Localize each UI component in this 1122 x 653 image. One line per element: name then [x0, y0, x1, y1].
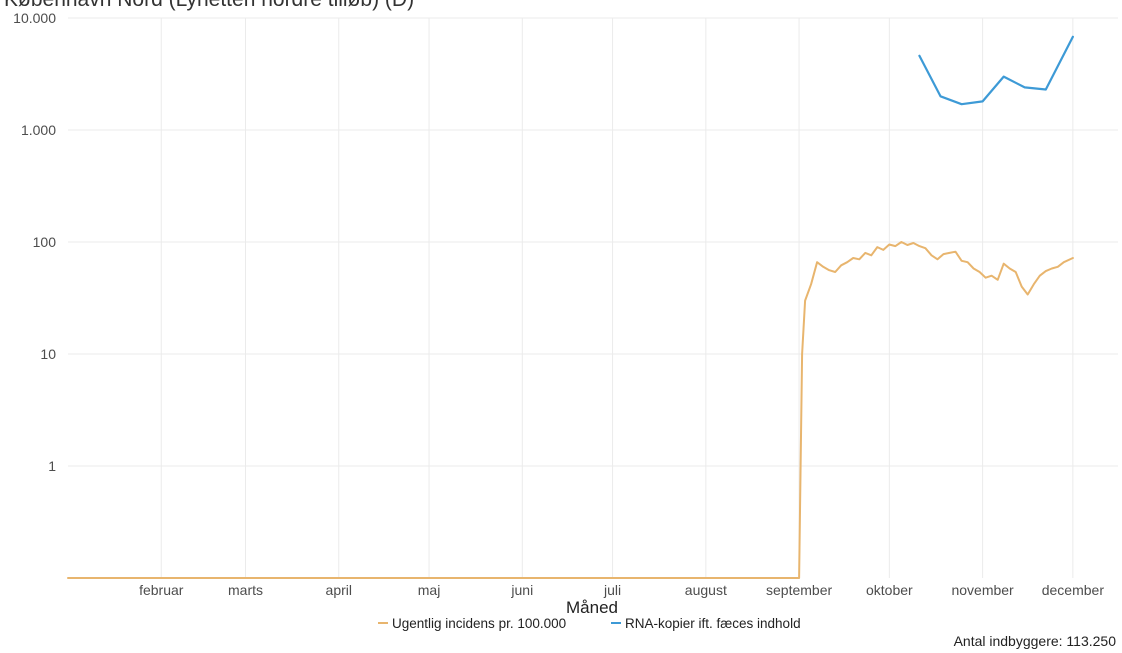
x-tick-label: april [326, 582, 352, 598]
x-tick-label: februar [139, 582, 184, 598]
y-tick-label: 100 [33, 234, 57, 250]
x-tick-label: juli [603, 582, 621, 598]
x-tick-label: september [766, 582, 832, 598]
y-tick-label: 1.000 [21, 122, 56, 138]
y-tick-label: 1 [48, 458, 56, 474]
y-tick-label: 10.000 [13, 10, 56, 26]
x-axis: februar marts april maj juni juli august septem… [139, 582, 1104, 598]
chart-title: København Nord (Lynetten nordre tilløb) … [4, 0, 414, 11]
legend-label: RNA-kopier ift. fæces indhold [625, 616, 801, 631]
y-tick-label: 10 [40, 346, 56, 362]
x-axis-title: Måned [566, 598, 618, 617]
x-tick-label: december [1042, 582, 1105, 598]
x-tick-label: marts [228, 582, 263, 598]
series-line-incidence [67, 241, 1074, 579]
x-tick-label: juni [510, 582, 533, 598]
caption: Antal indbyggere: 113.250 [954, 633, 1117, 649]
x-tick-label: maj [418, 582, 441, 598]
x-tick-label: oktober [866, 582, 913, 598]
legend: Ugentlig incidens pr. 100.000 RNA-kopier … [378, 616, 801, 631]
legend-label: Ugentlig incidens pr. 100.000 [392, 616, 566, 631]
series-layer [67, 35, 1075, 579]
x-tick-label: november [951, 582, 1014, 598]
y-axis: 1 10 100 1.000 10.000 [13, 10, 56, 474]
grid [68, 17, 1118, 578]
series-line-rna-copies [918, 35, 1075, 106]
x-tick-label: august [685, 582, 727, 598]
